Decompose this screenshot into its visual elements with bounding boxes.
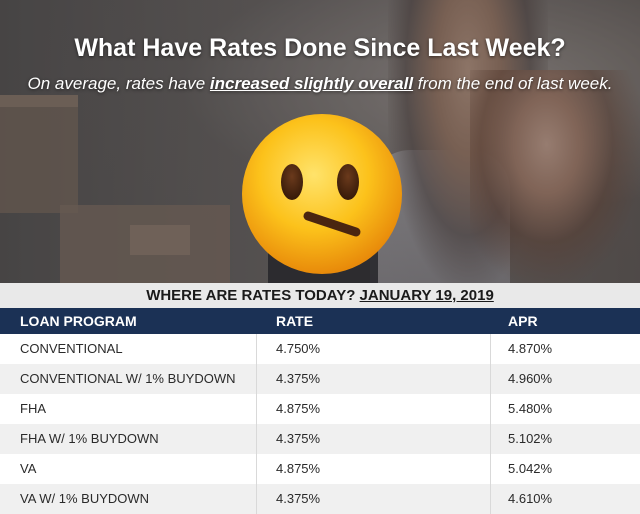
woman-figure	[470, 70, 640, 283]
table-row: CONVENTIONAL 4.750% 4.870%	[0, 334, 640, 364]
table-row: FHA 4.875% 5.480%	[0, 394, 640, 424]
table-row: FHA W/ 1% BUYDOWN 4.375% 5.102%	[0, 424, 640, 454]
loan-program-cell: FHA	[20, 401, 46, 416]
rates-date: JANUARY 19, 2019	[359, 287, 494, 304]
rate-cell: 4.875%	[276, 461, 321, 476]
table-row: VA W/ 1% BUYDOWN 4.375% 4.610%	[0, 484, 640, 514]
column-header-apr: APR	[508, 313, 538, 329]
column-divider	[490, 334, 491, 514]
loan-program-cell: CONVENTIONAL W/ 1% BUYDOWN	[20, 371, 236, 386]
rate-cell: 4.875%	[276, 401, 321, 416]
apr-cell: 5.102%	[508, 431, 553, 446]
moving-box	[0, 95, 78, 213]
loan-program-cell: VA	[20, 461, 37, 476]
column-header-program: LOAN PROGRAM	[20, 313, 137, 329]
rate-cell: 4.375%	[276, 371, 321, 386]
rate-cell: 4.750%	[276, 341, 321, 356]
apr-cell: 4.610%	[508, 491, 553, 506]
loan-program-cell: FHA W/ 1% BUYDOWN	[20, 431, 159, 446]
rate-cell: 4.375%	[276, 491, 321, 506]
column-header-rate: RATE	[276, 313, 314, 329]
table-row: VA 4.875% 5.042%	[0, 454, 640, 484]
apr-cell: 4.960%	[508, 371, 553, 386]
table-row: CONVENTIONAL W/ 1% BUYDOWN 4.375% 4.960%	[0, 364, 640, 394]
rates-heading: WHERE ARE RATES TODAY? JANUARY 19, 2019	[0, 283, 640, 308]
subtitle-emphasis: increased slightly overall	[209, 74, 414, 93]
page-title: What Have Rates Done Since Last Week?	[74, 34, 566, 62]
loan-program-cell: CONVENTIONAL	[20, 341, 123, 356]
table-header: LOAN PROGRAM RATE APR	[0, 308, 640, 334]
apr-cell: 5.042%	[508, 461, 553, 476]
apr-cell: 5.480%	[508, 401, 553, 416]
rate-cell: 4.375%	[276, 431, 321, 446]
apr-cell: 4.870%	[508, 341, 553, 356]
column-divider	[256, 334, 257, 514]
loan-program-cell: VA W/ 1% BUYDOWN	[20, 491, 150, 506]
face-with-diagonal-mouth-icon	[242, 114, 402, 274]
page-subtitle: On average, rates have increased slightl…	[27, 74, 613, 93]
